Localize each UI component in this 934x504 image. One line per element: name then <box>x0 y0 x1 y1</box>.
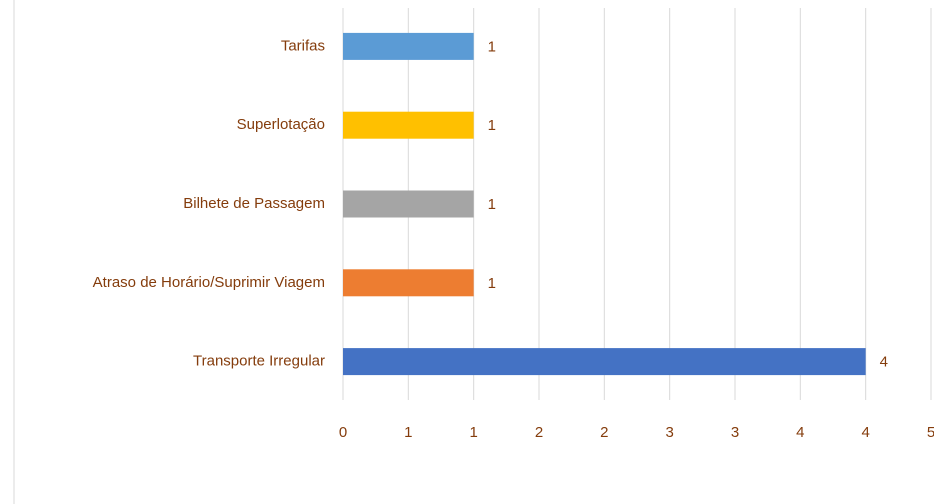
data-label: 1 <box>488 275 496 292</box>
bar <box>343 348 866 376</box>
data-label: 1 <box>488 38 496 55</box>
x-tick-label: 1 <box>469 424 477 441</box>
x-tick-label: 5 <box>927 424 934 441</box>
x-tick-label: 3 <box>731 424 739 441</box>
bar <box>343 111 474 139</box>
data-label: 1 <box>488 117 496 134</box>
x-tick-label: 4 <box>861 424 869 441</box>
x-tick-label: 1 <box>404 424 412 441</box>
x-tick-label: 0 <box>339 424 347 441</box>
x-tick-label: 2 <box>600 424 608 441</box>
bar <box>343 269 474 297</box>
bar <box>343 190 474 218</box>
y-tick-label: Bilhete de Passagem <box>183 195 325 212</box>
data-label: 1 <box>488 196 496 213</box>
x-tick-label: 2 <box>535 424 543 441</box>
bar <box>343 32 474 60</box>
y-tick-label: Tarifas <box>281 37 325 54</box>
data-label: 4 <box>880 354 888 371</box>
x-tick-label: 3 <box>665 424 673 441</box>
x-tick-label: 4 <box>796 424 804 441</box>
y-tick-label: Atraso de Horário/Suprimir Viagem <box>93 274 325 291</box>
y-tick-label: Superlotação <box>237 116 325 133</box>
y-tick-label: Transporte Irregular <box>193 353 325 370</box>
